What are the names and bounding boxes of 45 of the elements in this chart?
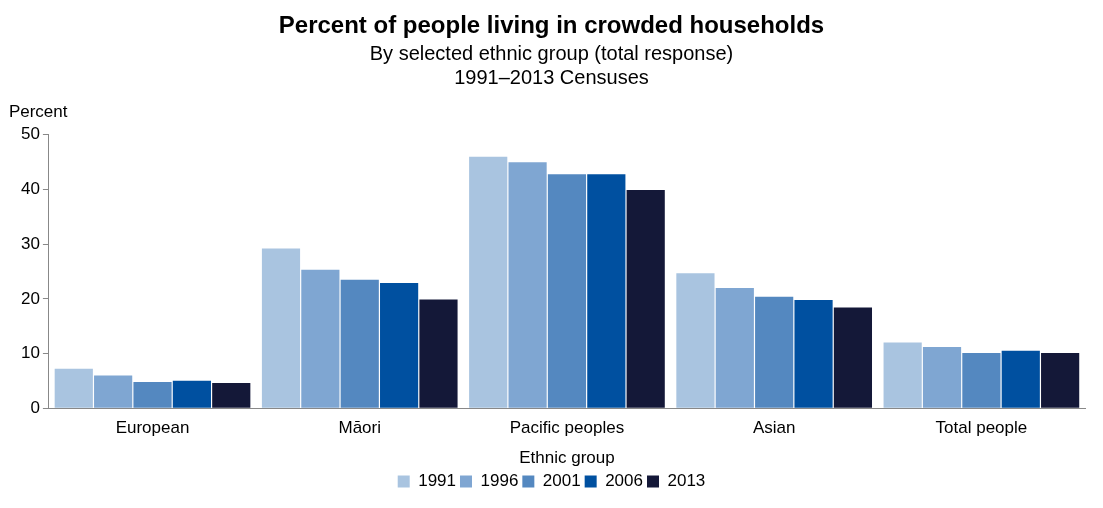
bar: [212, 383, 251, 408]
legend-label: 1991: [418, 471, 457, 491]
y-tick-label: 20: [20, 288, 40, 308]
bar: [1041, 352, 1080, 408]
bar: [626, 190, 665, 408]
legend-label: 2001: [542, 471, 581, 491]
x-tick-label: Asian: [752, 418, 796, 438]
bar: [508, 162, 547, 408]
bar: [419, 299, 458, 408]
y-axis-title: Percent: [8, 101, 68, 121]
bar: [755, 296, 794, 408]
bar: [301, 269, 340, 408]
chart-title: Percent of people living in crowded households: [278, 11, 825, 39]
legend-label: 1996: [480, 471, 519, 491]
y-tick-label: 30: [20, 233, 40, 253]
bar: [883, 342, 922, 408]
chart-subtitle: By selected ethnic group (total response) 1991–2013 Censuses: [369, 42, 734, 89]
bar: [833, 307, 873, 408]
bar: [922, 346, 962, 408]
bar: [794, 299, 833, 408]
y-tick-label: 50: [20, 124, 40, 144]
bar: [172, 380, 211, 408]
bar: [54, 368, 93, 408]
bar: [1001, 350, 1040, 408]
bar: [94, 375, 133, 408]
bar: [547, 174, 587, 408]
x-axis-title: Ethnic group: [519, 448, 615, 468]
bar: [261, 248, 301, 408]
x-tick-label: Pacific peoples: [509, 418, 625, 438]
bar: [962, 352, 1001, 408]
bar: [587, 174, 626, 408]
bar: [380, 282, 419, 408]
bar: [715, 287, 754, 408]
bar: [340, 279, 379, 408]
y-tick-label: 10: [20, 343, 40, 363]
legend-label: 2013: [667, 471, 706, 491]
legend-label: 2006: [605, 471, 643, 491]
y-tick-label: 0: [30, 397, 40, 417]
x-tick-label: Māori: [338, 418, 381, 438]
y-tick-label: 40: [20, 179, 40, 199]
x-tick-label: European: [115, 418, 190, 438]
x-tick-label: Total people: [935, 418, 1028, 438]
bar: [676, 273, 715, 408]
bar: [133, 381, 172, 408]
bar: [469, 156, 508, 408]
